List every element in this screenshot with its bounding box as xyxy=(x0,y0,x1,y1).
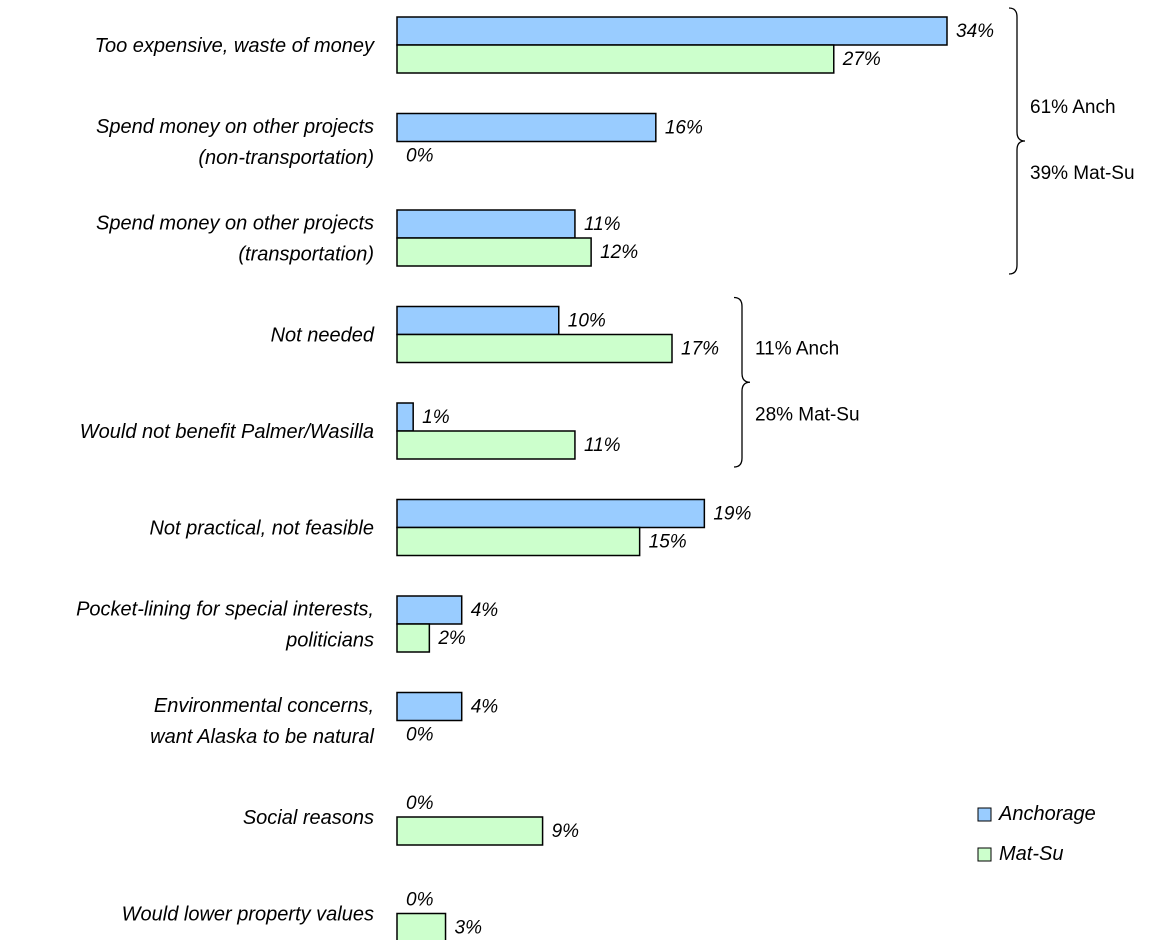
bar-mat-su xyxy=(396,44,835,74)
bar-mat-su xyxy=(396,430,576,460)
bars-layer xyxy=(396,16,948,940)
category-label: Not practical, not feasible xyxy=(149,518,374,540)
data-label: 4% xyxy=(471,600,499,621)
data-label: 9% xyxy=(552,821,580,842)
category-label: Too expensive, waste of money xyxy=(95,35,375,57)
bar-mat-su xyxy=(396,526,641,557)
bar-anchorage xyxy=(396,209,576,239)
legend-swatch xyxy=(977,807,992,822)
bar-anchorage xyxy=(396,16,948,46)
data-label: 0% xyxy=(406,146,434,167)
data-label: 0% xyxy=(406,793,434,814)
category-label: Environmental concerns, xyxy=(154,695,374,717)
brace-label: 11% Anch xyxy=(755,338,839,359)
brace-label: 39% Mat-Su xyxy=(1030,163,1135,184)
data-label: 19% xyxy=(713,504,751,525)
category-label: politicians xyxy=(285,630,374,652)
data-label: 1% xyxy=(422,407,450,428)
bar-anchorage xyxy=(396,402,414,432)
bar-mat-su xyxy=(396,816,544,846)
bar-anchorage xyxy=(396,691,463,722)
category-label: Would not benefit Palmer/Wasilla xyxy=(80,421,374,443)
data-label: 17% xyxy=(681,339,719,360)
category-label: (transportation) xyxy=(238,244,374,266)
bar-mat-su xyxy=(396,912,447,940)
data-label: 11% xyxy=(584,214,621,235)
category-label: Social reasons xyxy=(243,807,374,829)
data-label: 2% xyxy=(437,628,466,649)
brace-label: 61% Anch xyxy=(1030,97,1116,118)
legend-label: Mat-Su xyxy=(999,843,1063,865)
legend: Anchorage Mat-Su xyxy=(977,803,1096,865)
bar-mat-su xyxy=(396,623,431,653)
data-label: 15% xyxy=(649,532,687,553)
data-label: 11% xyxy=(584,435,621,456)
data-label: 34% xyxy=(956,21,994,42)
category-label: Spend money on other projects xyxy=(96,213,374,235)
bar-anchorage xyxy=(396,305,560,336)
labels-layer: Too expensive, waste of money 34% 27% Spend… xyxy=(76,21,994,939)
data-label: 16% xyxy=(665,118,703,139)
category-label: Not needed xyxy=(271,325,375,347)
data-label: 0% xyxy=(406,725,434,746)
category-label: Spend money on other projects xyxy=(96,116,374,138)
data-label: 4% xyxy=(471,697,499,718)
legend-label: Anchorage xyxy=(998,803,1096,825)
bar-anchorage xyxy=(396,112,657,143)
data-label: 0% xyxy=(406,890,434,911)
braces-layer: 61% Anch 39% Mat-Su 11% Anch 28% Mat-Su xyxy=(733,7,1135,468)
category-label: Would lower property values xyxy=(122,904,374,926)
brace-label: 28% Mat-Su xyxy=(755,404,860,425)
brace xyxy=(733,296,751,468)
category-label: (non-transportation) xyxy=(198,147,374,169)
data-label: 10% xyxy=(568,311,606,332)
data-label: 12% xyxy=(600,242,638,263)
bar-anchorage xyxy=(396,498,706,529)
bar-mat-su xyxy=(396,333,673,364)
data-label: 3% xyxy=(455,918,483,939)
brace xyxy=(1008,7,1026,275)
data-label: 27% xyxy=(842,49,881,70)
bar-anchorage xyxy=(396,595,463,625)
legend-swatch xyxy=(977,847,992,862)
category-label: want Alaska to be natural xyxy=(150,726,374,748)
bar-mat-su xyxy=(396,237,592,267)
category-label: Pocket-lining for special interests, xyxy=(76,599,374,621)
